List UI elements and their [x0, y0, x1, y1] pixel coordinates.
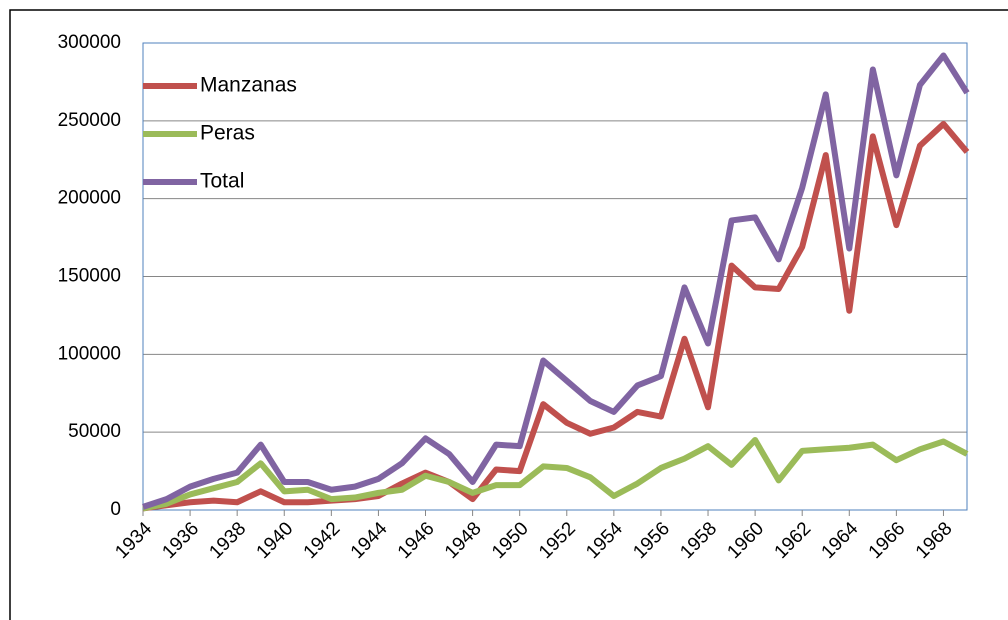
x-tick-label: 1962: [771, 518, 816, 563]
y-tick-label: 0: [110, 499, 121, 520]
x-tick-label: 1936: [158, 518, 203, 563]
x-tick-label: 1958: [676, 518, 721, 563]
x-tick-label: 1954: [582, 518, 627, 563]
x-tick-label: 1948: [441, 518, 486, 563]
legend-label: Manzanas: [200, 74, 297, 97]
legend-label: Total: [200, 170, 244, 193]
x-tick-label: 1944: [347, 518, 392, 563]
x-tick-label: 1940: [253, 518, 298, 563]
series-line: [142, 436, 969, 512]
x-tick-label: 1952: [535, 518, 580, 563]
legend-label: Peras: [200, 122, 255, 145]
y-tick-label: 150000: [58, 266, 121, 287]
plot-border: [142, 42, 968, 511]
x-tick-label: 1942: [300, 518, 345, 563]
x-tick-label: 1950: [488, 518, 533, 563]
y-tick-label: 200000: [58, 188, 121, 209]
x-tick-label: 1946: [394, 518, 439, 563]
series-line: [142, 120, 970, 512]
y-tick-label: 300000: [58, 32, 121, 53]
series-line: [142, 52, 970, 510]
frame: [9, 9, 1008, 620]
x-tick-label: 1938: [206, 518, 251, 563]
y-tick-label: 50000: [68, 421, 121, 442]
y-tick-label: 250000: [58, 110, 121, 131]
y-tick-label: 100000: [58, 343, 121, 364]
x-tick-label: 1960: [723, 518, 768, 563]
x-tick-label: 1934: [111, 518, 156, 563]
x-tick-label: 1956: [629, 518, 674, 563]
x-tick-label: 1966: [865, 518, 910, 563]
x-tick-label: 1968: [912, 518, 957, 563]
x-tick-label: 1964: [818, 518, 863, 563]
